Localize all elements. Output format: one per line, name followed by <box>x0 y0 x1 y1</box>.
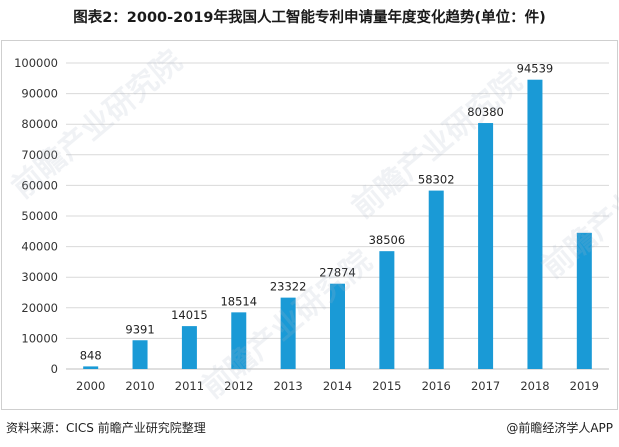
x-tick-label-2018: 2018 <box>520 379 549 393</box>
x-tick-label-2010: 2010 <box>125 379 154 393</box>
y-axis-ticks: 0 10000 20000 30000 40000 50000 60000 70000 8000… <box>14 56 58 376</box>
bar-2019 <box>576 232 592 369</box>
data-label-2017: 80380 <box>467 105 504 119</box>
bar-2011 <box>181 326 197 369</box>
data-label-2015: 38506 <box>369 233 406 247</box>
bars <box>83 79 592 369</box>
bar-2017 <box>478 123 494 369</box>
bar-2000 <box>83 366 99 369</box>
data-label-2010: 9391 <box>125 322 154 336</box>
brand-note: @前瞻经济学人APP <box>506 421 613 435</box>
bar-2016 <box>428 190 444 369</box>
bar-2012 <box>231 312 247 369</box>
y-tick-label: 30000 <box>21 270 58 284</box>
x-tick-label-2014: 2014 <box>323 379 352 393</box>
y-tick-label: 80000 <box>21 117 58 131</box>
y-tick-label: 10000 <box>21 331 58 345</box>
bar-2015 <box>379 251 395 369</box>
data-label-2000: 848 <box>80 348 102 362</box>
bar-2018 <box>527 79 543 369</box>
y-tick-label: 100000 <box>14 56 58 70</box>
bar-2014 <box>330 283 345 369</box>
bar-2013 <box>280 297 296 369</box>
x-tick-label-2017: 2017 <box>471 379 500 393</box>
x-tick-label-2016: 2016 <box>422 379 451 393</box>
data-label-2018: 94539 <box>517 62 554 76</box>
x-tick-label-2011: 2011 <box>175 379 204 393</box>
data-label-2014: 27874 <box>319 266 356 280</box>
chart-frame: 0 10000 20000 30000 40000 50000 60000 70000 8000… <box>1 40 618 410</box>
x-tick-label-2013: 2013 <box>273 379 302 393</box>
y-tick-label: 70000 <box>21 148 58 162</box>
grid-lines <box>66 62 609 370</box>
source-note: 资料来源：CICS 前瞻产业研究院整理 <box>6 421 206 435</box>
data-label-2011: 14015 <box>171 308 208 322</box>
x-tick-label-2015: 2015 <box>372 379 401 393</box>
data-label-2012: 18514 <box>220 294 257 308</box>
y-tick-label: 0 <box>51 362 58 376</box>
y-tick-label: 40000 <box>21 240 58 254</box>
y-tick-label: 20000 <box>21 301 58 315</box>
data-labels: 848 9391 14015 18514 23322 27874 38506 58302 803… <box>80 62 554 363</box>
y-tick-label: 50000 <box>21 209 58 223</box>
y-tick-label: 90000 <box>21 87 58 101</box>
data-label-2013: 23322 <box>270 280 307 294</box>
x-tick-label-2019: 2019 <box>570 379 599 393</box>
x-tick-label-2012: 2012 <box>224 379 253 393</box>
bar-chart: 0 10000 20000 30000 40000 50000 60000 70000 8000… <box>14 56 609 393</box>
chart-title: 图表2：2000-2019年我国人工智能专利申请量年度变化趋势(单位：件) <box>73 10 546 26</box>
x-axis-ticks: 2000 2010 2011 2012 2013 2014 2015 2016 2017 2018… <box>76 379 599 393</box>
bar-2010 <box>132 340 148 369</box>
y-tick-label: 60000 <box>21 178 58 192</box>
data-label-2016: 58302 <box>418 173 455 187</box>
x-tick-label-2000: 2000 <box>76 379 105 393</box>
